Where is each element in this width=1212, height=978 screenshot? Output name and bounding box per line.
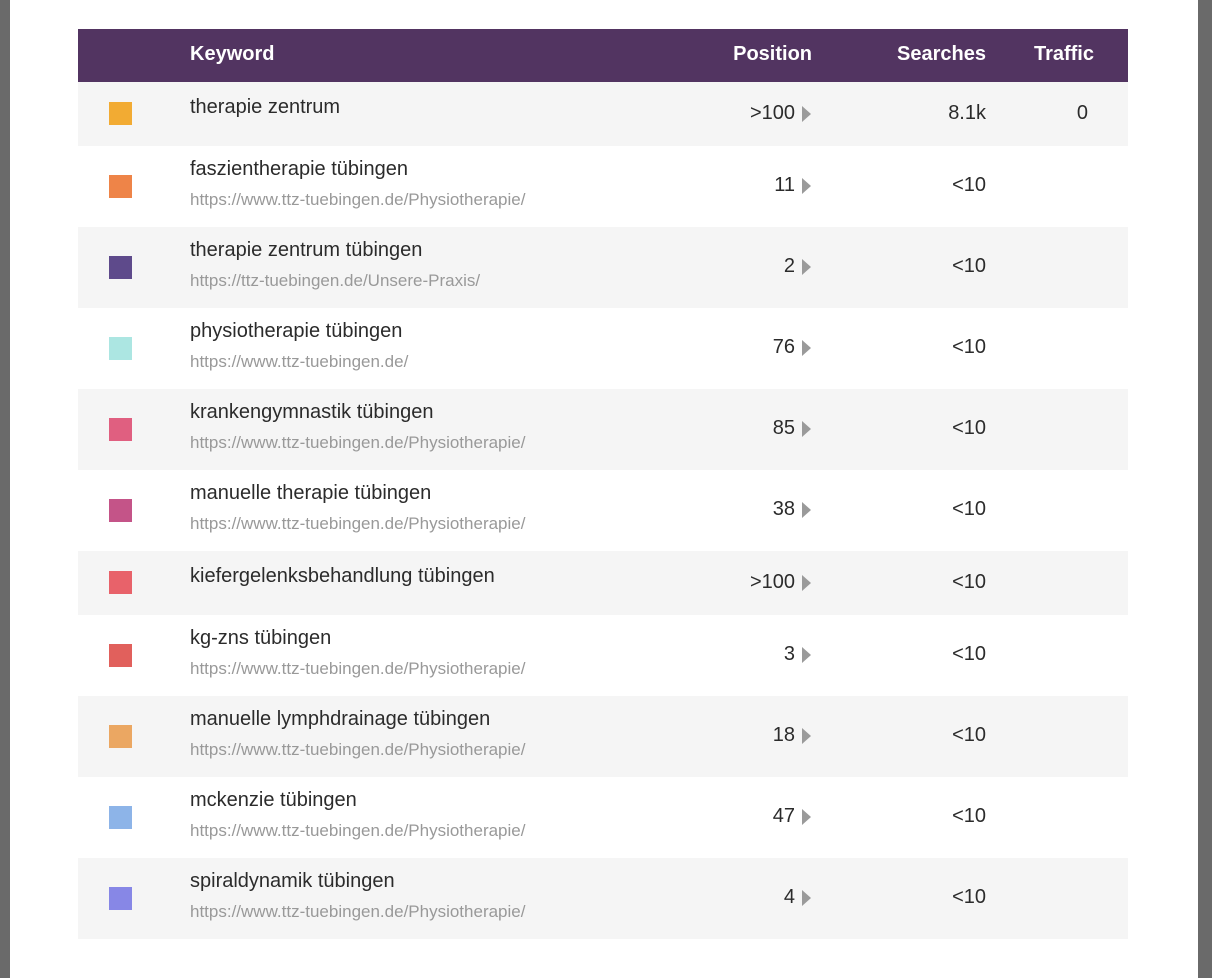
- keyword-text: physiotherapie tübingen: [190, 320, 403, 342]
- searches-value: <10: [952, 174, 986, 196]
- keyword-column-header[interactable]: Keyword: [190, 43, 275, 65]
- searches-column-header[interactable]: Searches: [897, 43, 986, 65]
- ranking-url[interactable]: https://www.ttz-tuebingen.de/Physiothera…: [190, 433, 526, 452]
- ranking-url[interactable]: https://www.ttz-tuebingen.de/Physiothera…: [190, 514, 526, 533]
- table-row[interactable]: therapie zentrum tübingen https://ttz-tue…: [78, 227, 1128, 308]
- caret-right-icon[interactable]: [802, 809, 811, 825]
- table-row[interactable]: kg-zns tübingen https://www.ttz-tuebingen…: [78, 615, 1128, 696]
- table-row[interactable]: faszientherapie tübingen https://www.ttz-…: [78, 146, 1128, 227]
- keyword-text: spiraldynamik tübingen: [190, 870, 395, 892]
- keyword-table: Keyword Position Searches Traffic therap…: [78, 29, 1128, 939]
- position-value: 85: [772, 417, 795, 439]
- position-value: 4: [783, 886, 795, 908]
- table-row[interactable]: krankengymnastik tübingen https://www.ttz…: [78, 389, 1128, 470]
- traffic-value: 0: [1076, 102, 1088, 124]
- traffic-column-header[interactable]: Traffic: [1033, 43, 1094, 65]
- table-body: therapie zentrum >100 8.1k 0 faszientherapie…: [78, 82, 1128, 939]
- position-value: >100: [749, 571, 795, 593]
- keyword-text: therapie zentrum tübingen: [190, 239, 423, 261]
- table-row[interactable]: therapie zentrum >100 8.1k 0: [78, 82, 1128, 146]
- series-color-swatch: [109, 571, 132, 594]
- series-color-swatch: [109, 499, 132, 522]
- table-row[interactable]: manuelle therapie tübingen https://www.tt…: [78, 470, 1128, 551]
- position-value: 2: [783, 255, 795, 277]
- table-row[interactable]: kiefergelenksbehandlung tübingen >100 <10: [78, 551, 1128, 615]
- caret-right-icon[interactable]: [802, 340, 811, 356]
- caret-right-icon[interactable]: [802, 728, 811, 744]
- caret-right-icon[interactable]: [802, 647, 811, 663]
- table-row[interactable]: spiraldynamik tübingen https://www.ttz-tu…: [78, 858, 1128, 939]
- series-color-swatch: [109, 337, 132, 360]
- position-value: 47: [772, 805, 795, 827]
- searches-value: <10: [952, 643, 986, 665]
- position-value: 38: [772, 498, 795, 520]
- ranking-url[interactable]: https://www.ttz-tuebingen.de/Physiothera…: [190, 740, 526, 759]
- searches-value: <10: [952, 724, 986, 746]
- position-value: 11: [774, 174, 795, 196]
- keyword-text: kg-zns tübingen: [190, 627, 332, 649]
- series-color-swatch: [109, 418, 132, 441]
- searches-value: <10: [952, 498, 986, 520]
- position-value: 76: [772, 336, 795, 358]
- ranking-url[interactable]: https://www.ttz-tuebingen.de/Physiothera…: [190, 821, 526, 840]
- keyword-text: manuelle lymphdrainage tübingen: [190, 708, 491, 730]
- searches-value: <10: [952, 886, 986, 908]
- keyword-text: manuelle therapie tübingen: [190, 482, 432, 504]
- position-value: 3: [783, 643, 795, 665]
- table-row[interactable]: physiotherapie tübingen https://www.ttz-t…: [78, 308, 1128, 389]
- keyword-text: mckenzie tübingen: [190, 789, 357, 811]
- ranking-url[interactable]: https://www.ttz-tuebingen.de/Physiothera…: [190, 659, 526, 678]
- ranking-url[interactable]: https://www.ttz-tuebingen.de/: [190, 352, 409, 371]
- table-header: Keyword Position Searches Traffic: [78, 29, 1128, 82]
- table-row[interactable]: mckenzie tübingen https://www.ttz-tuebing…: [78, 777, 1128, 858]
- caret-right-icon[interactable]: [802, 575, 811, 591]
- searches-value: <10: [952, 571, 986, 593]
- ranking-url[interactable]: https://ttz-tuebingen.de/Unsere-Praxis/: [190, 271, 481, 290]
- series-color-swatch: [109, 644, 132, 667]
- caret-right-icon[interactable]: [802, 502, 811, 518]
- position-column-header[interactable]: Position: [733, 43, 812, 65]
- caret-right-icon[interactable]: [802, 421, 811, 437]
- searches-value: 8.1k: [948, 102, 986, 124]
- series-color-swatch: [109, 102, 132, 125]
- series-color-swatch: [109, 725, 132, 748]
- series-color-swatch: [109, 887, 132, 910]
- series-color-swatch: [109, 256, 132, 279]
- searches-value: <10: [952, 255, 986, 277]
- series-color-swatch: [109, 175, 132, 198]
- caret-right-icon[interactable]: [802, 890, 811, 906]
- keyword-text: therapie zentrum: [190, 96, 341, 118]
- position-value: >100: [749, 102, 795, 124]
- searches-value: <10: [952, 336, 986, 358]
- ranking-url[interactable]: https://www.ttz-tuebingen.de/Physiothera…: [190, 190, 526, 209]
- ranking-url[interactable]: https://www.ttz-tuebingen.de/Physiothera…: [190, 902, 526, 921]
- searches-value: <10: [952, 417, 986, 439]
- keyword-text: faszientherapie tübingen: [190, 158, 408, 180]
- caret-right-icon[interactable]: [802, 259, 811, 275]
- searches-value: <10: [952, 805, 986, 827]
- keyword-text: kiefergelenksbehandlung tübingen: [190, 565, 495, 587]
- table-row[interactable]: manuelle lymphdrainage tübingen https://w…: [78, 696, 1128, 777]
- position-value: 18: [772, 724, 795, 746]
- series-color-swatch: [109, 806, 132, 829]
- report-page: Keyword Position Searches Traffic therap…: [10, 0, 1198, 978]
- keyword-text: krankengymnastik tübingen: [190, 401, 434, 423]
- caret-right-icon[interactable]: [802, 178, 811, 194]
- caret-right-icon[interactable]: [802, 106, 811, 122]
